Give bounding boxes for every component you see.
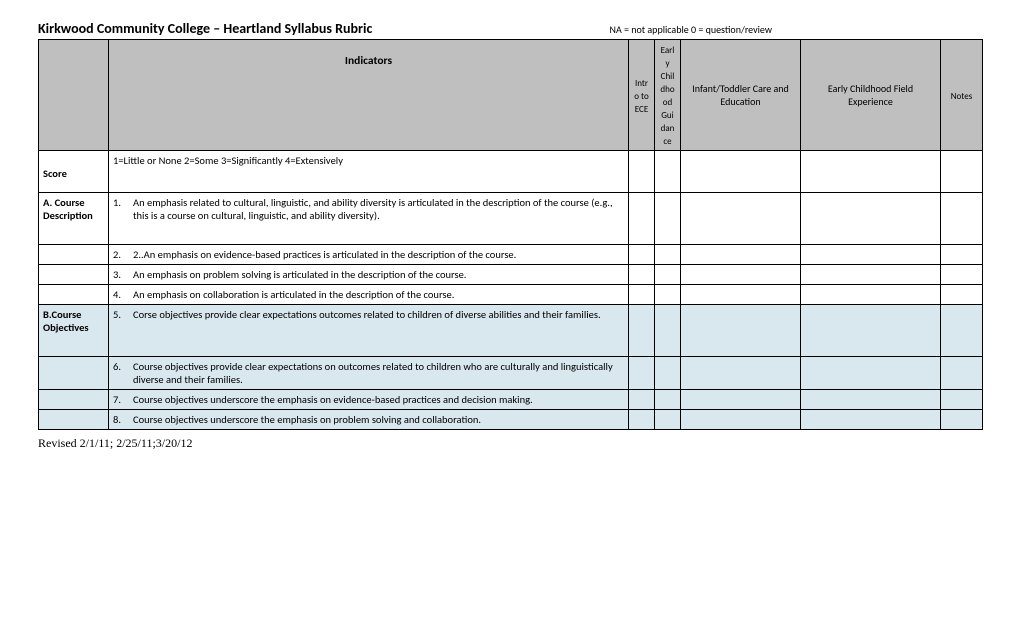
- cell: [629, 265, 655, 285]
- section-blank: [39, 265, 109, 285]
- cell: [681, 193, 801, 245]
- rubric-table: Indicators Intro to ECE Early Childhood …: [38, 39, 983, 430]
- cell: [629, 305, 655, 357]
- section-a-row-4: 4.An emphasis on collaboration is articu…: [39, 285, 983, 305]
- indicator-7: 7.Course objectives underscore the empha…: [109, 390, 629, 410]
- section-b-row-7: 7.Course objectives underscore the empha…: [39, 390, 983, 410]
- cell: [941, 357, 983, 390]
- indicator-5: 5.Corse objectives provide clear expecta…: [109, 305, 629, 357]
- header-col-intro-ece: Intro to ECE: [629, 40, 655, 151]
- section-b-label: B.Course Objectives: [39, 305, 109, 357]
- indicator-1: 1.An emphasis related to cultural, lingu…: [109, 193, 629, 245]
- header-indicators: Indicators: [109, 40, 629, 151]
- cell: [681, 410, 801, 430]
- score-label-cell: Score: [39, 151, 109, 193]
- cell: [801, 410, 941, 430]
- cell: [801, 390, 941, 410]
- header-col-field-experience: Early Childhood Field Experience: [801, 40, 941, 151]
- cell: [681, 390, 801, 410]
- cell: [629, 245, 655, 265]
- section-blank: [39, 285, 109, 305]
- section-b-row-8: 8.Course objectives underscore the empha…: [39, 410, 983, 430]
- cell: [655, 357, 681, 390]
- cell: [801, 245, 941, 265]
- cell: [801, 357, 941, 390]
- section-blank: [39, 245, 109, 265]
- cell: [941, 245, 983, 265]
- cell: [655, 245, 681, 265]
- section-a-row-3: 3.An emphasis on problem solving is arti…: [39, 265, 983, 285]
- cell: [629, 390, 655, 410]
- cell: [941, 305, 983, 357]
- indicator-2: 2.2..An emphasis on evidence-based pract…: [109, 245, 629, 265]
- score-legend-cell: 1=Little or None 2=Some 3=Significantly …: [109, 151, 629, 193]
- cell: [941, 193, 983, 245]
- cell: [681, 357, 801, 390]
- section-a-row-2: 2.2..An emphasis on evidence-based pract…: [39, 245, 983, 265]
- score-row: Score 1=Little or None 2=Some 3=Signific…: [39, 151, 983, 193]
- cell: [941, 265, 983, 285]
- section-b-row-5: B.Course Objectives 5.Corse objectives p…: [39, 305, 983, 357]
- cell: [801, 305, 941, 357]
- cell: [655, 265, 681, 285]
- header-col-infant-toddler: Infant/Toddler Care and Education: [681, 40, 801, 151]
- cell: [681, 305, 801, 357]
- cell: [801, 265, 941, 285]
- cell: [655, 305, 681, 357]
- score-cell: [801, 151, 941, 193]
- cell: [681, 285, 801, 305]
- cell: [941, 410, 983, 430]
- indicator-3: 3.An emphasis on problem solving is arti…: [109, 265, 629, 285]
- header-col-notes: Notes: [941, 40, 983, 151]
- cell: [655, 390, 681, 410]
- header-col-ec-guidance: Early Childhood Guidance: [655, 40, 681, 151]
- section-blank: [39, 357, 109, 390]
- cell: [801, 285, 941, 305]
- document-header: Kirkwood Community College – Heartland S…: [38, 20, 982, 37]
- table-header-row: Indicators Intro to ECE Early Childhood …: [39, 40, 983, 151]
- score-cell: [655, 151, 681, 193]
- cell: [655, 410, 681, 430]
- indicator-6: 6.Course objectives provide clear expect…: [109, 357, 629, 390]
- cell: [801, 193, 941, 245]
- score-cell: [681, 151, 801, 193]
- cell: [629, 357, 655, 390]
- revision-footer: Revised 2/1/11; 2/25/11;3/20/12: [38, 436, 982, 451]
- cell: [629, 285, 655, 305]
- cell: [655, 193, 681, 245]
- cell: [655, 285, 681, 305]
- section-b-row-6: 6.Course objectives provide clear expect…: [39, 357, 983, 390]
- cell: [629, 410, 655, 430]
- page-title: Kirkwood Community College – Heartland S…: [38, 20, 372, 37]
- section-a-row-1: A. Course Description 1.An emphasis rela…: [39, 193, 983, 245]
- cell: [681, 245, 801, 265]
- section-a-label: A. Course Description: [39, 193, 109, 245]
- section-blank: [39, 390, 109, 410]
- indicator-8: 8.Course objectives underscore the empha…: [109, 410, 629, 430]
- cell: [629, 193, 655, 245]
- section-blank: [39, 410, 109, 430]
- cell: [941, 390, 983, 410]
- score-cell: [629, 151, 655, 193]
- scoring-legend-abbrev: NA = not applicable 0 = question/review: [610, 23, 982, 36]
- header-blank: [39, 40, 109, 151]
- cell: [681, 265, 801, 285]
- cell: [941, 285, 983, 305]
- indicator-4: 4.An emphasis on collaboration is articu…: [109, 285, 629, 305]
- score-cell: [941, 151, 983, 193]
